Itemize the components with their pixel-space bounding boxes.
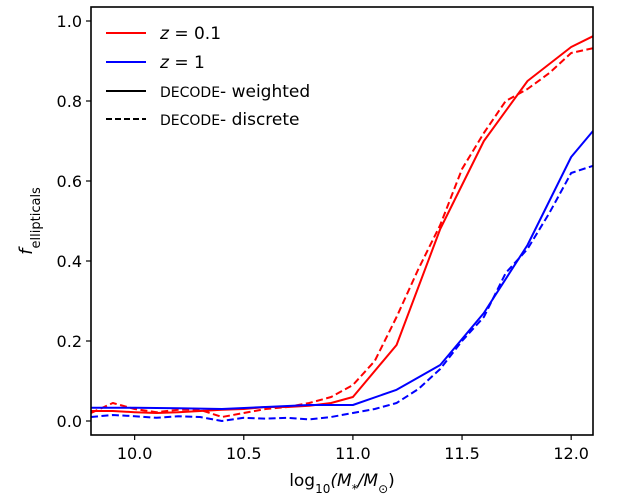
legend-discrete-decode: DECODE — [160, 113, 220, 129]
series-line-z1-weighted — [91, 130, 593, 410]
y-tick-label: 0.2 — [57, 332, 82, 351]
legend-label-weighted: DECODE- weighted — [160, 82, 310, 102]
y-tick-label: 0.4 — [57, 252, 82, 271]
y-label-sub: ellipticals — [29, 187, 44, 249]
x-label-prefix: log — [289, 471, 315, 491]
legend-z01-eq: = 0.1 — [169, 24, 221, 44]
y-axis-label: fellipticals — [16, 187, 44, 255]
legend-z01-var: z — [159, 24, 170, 44]
series-layer — [91, 35, 593, 422]
y-tick-label: 1.0 — [57, 12, 82, 31]
series-line-z01-discrete — [91, 47, 593, 418]
y-label-main: f — [16, 246, 37, 255]
legend-weighted-rest: - weighted — [220, 82, 310, 102]
x-label-sun: ⊙ — [378, 482, 388, 496]
x-label-slash: /M — [356, 471, 379, 491]
plot-area — [91, 7, 593, 435]
x-label-close: ) — [388, 471, 395, 491]
legend-z1-eq: = 1 — [169, 53, 205, 73]
x-axis-label: log10(M*/M⊙) — [289, 471, 395, 496]
legend: z = 0.1 z = 1 DECODE- weighted DECODE- d… — [106, 24, 310, 130]
x-tick-label: 10.0 — [117, 444, 153, 463]
x-label-star: * — [352, 482, 358, 496]
legend-label-discrete: DECODE- discrete — [160, 110, 300, 130]
legend-label-z01: z = 0.1 — [159, 24, 221, 44]
legend-weighted-decode: DECODE — [160, 85, 220, 101]
axes-frame — [90, 6, 594, 436]
y-axis-ticks: 0.0 0.2 0.4 0.6 0.8 1.0 — [57, 12, 91, 431]
legend-discrete-rest: - discrete — [220, 110, 299, 130]
legend-label-z1: z = 1 — [159, 53, 205, 73]
x-tick-label: 11.5 — [444, 444, 480, 463]
y-tick-label: 0.6 — [57, 172, 82, 191]
x-tick-label: 10.5 — [226, 444, 262, 463]
x-label-arg: (M — [330, 471, 352, 491]
y-tick-label: 0.0 — [57, 412, 82, 431]
y-tick-label: 0.8 — [57, 92, 82, 111]
x-label-sub: 10 — [315, 482, 330, 496]
legend-z1-var: z — [159, 53, 170, 73]
series-line-z1-discrete — [91, 164, 593, 422]
x-tick-label: 11.0 — [335, 444, 371, 463]
x-axis-ticks: 10.0 10.5 11.0 11.5 12.0 — [117, 435, 589, 463]
x-tick-label: 12.0 — [553, 444, 589, 463]
